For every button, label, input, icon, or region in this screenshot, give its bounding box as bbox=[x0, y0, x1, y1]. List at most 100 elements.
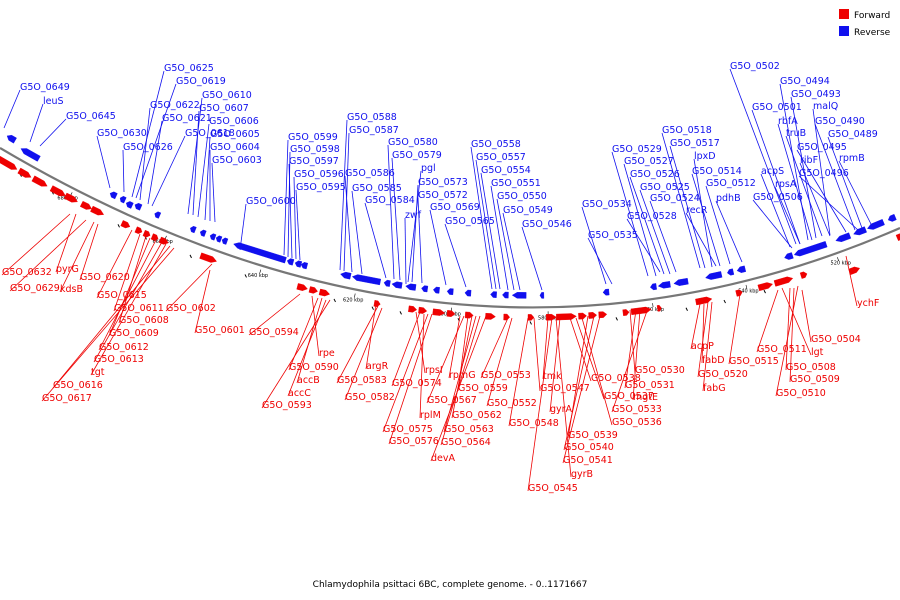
reverse-gene-arrow bbox=[490, 291, 497, 298]
reverse-gene-label: malQ bbox=[813, 101, 838, 112]
forward-gene-arrow bbox=[90, 205, 105, 216]
forward-gene-arrow bbox=[31, 175, 48, 187]
leader-line bbox=[845, 255, 858, 307]
tick-label: 640 kbp bbox=[248, 273, 268, 279]
spacer-dash bbox=[244, 274, 247, 278]
reverse-gene-label: G5O_0549 bbox=[503, 205, 553, 216]
leader-line bbox=[283, 139, 289, 256]
forward-gene-label: G5O_0574 bbox=[392, 378, 442, 389]
reverse-gene-label: G5O_0603 bbox=[212, 155, 262, 166]
forward-gene-arrow bbox=[556, 313, 577, 321]
reverse-gene-arrow bbox=[727, 268, 735, 276]
forward-gene-label: G5O_0575 bbox=[383, 424, 433, 435]
reverse-gene-label: G5O_0558 bbox=[471, 139, 521, 150]
forward-gene-arrow bbox=[308, 286, 318, 294]
reverse-gene-label: G5O_0527 bbox=[624, 156, 674, 167]
leader-line bbox=[3, 89, 21, 129]
reverse-gene-label: G5O_0596 bbox=[294, 169, 344, 180]
forward-gene-label: G5O_0583 bbox=[337, 375, 387, 386]
reverse-gene-arrow bbox=[6, 134, 17, 144]
forward-gene-label: rpsI bbox=[425, 365, 443, 376]
leader-line bbox=[287, 151, 291, 258]
leader-line bbox=[502, 212, 521, 291]
reverse-gene-label: G5O_0649 bbox=[20, 82, 70, 93]
reverse-gene-label: G5O_0517 bbox=[670, 138, 720, 149]
leader-line bbox=[575, 317, 605, 400]
leader-line bbox=[296, 297, 323, 384]
reverse-gene-arrow bbox=[433, 286, 440, 294]
reverse-gene-label: G5O_0534 bbox=[582, 199, 632, 210]
leader-line bbox=[691, 173, 721, 267]
forward-gene-label: G5O_0564 bbox=[441, 437, 491, 448]
leader-line bbox=[261, 299, 331, 409]
leader-line bbox=[41, 247, 175, 402]
reverse-gene-arrow bbox=[340, 271, 352, 280]
reverse-gene-label: G5O_0512 bbox=[706, 178, 756, 189]
reverse-gene-arrow bbox=[835, 232, 852, 243]
forward-gene-arrow bbox=[142, 229, 151, 238]
forward-gene-label: G5O_0515 bbox=[729, 356, 779, 367]
leader-line bbox=[147, 120, 163, 205]
reverse-gene-label: G5O_0645 bbox=[66, 111, 116, 122]
reverse-gene-label: G5O_0595 bbox=[296, 182, 346, 193]
leader-line bbox=[96, 229, 133, 299]
leader-line bbox=[752, 199, 793, 249]
leader-line bbox=[611, 307, 649, 413]
reverse-gene-arrow bbox=[199, 229, 207, 237]
reverse-gene-arrow bbox=[233, 242, 287, 264]
reverse-gene-label: G5O_0585 bbox=[352, 183, 402, 194]
reverse-gene-arrow bbox=[736, 265, 747, 273]
reverse-gene-arrow bbox=[125, 201, 134, 209]
forward-gene-label: mgtE bbox=[633, 392, 658, 403]
forward-gene-label: G5O_0553 bbox=[481, 370, 531, 381]
forward-gene-label: G5O_0617 bbox=[42, 393, 92, 404]
forward-gene-label: G5O_0629 bbox=[10, 283, 60, 294]
forward-gene-label: G5O_0545 bbox=[528, 483, 578, 494]
forward-gene-label: tgt bbox=[91, 367, 105, 378]
reverse-gene-arrow bbox=[539, 292, 545, 299]
forward-gene-arrow bbox=[0, 155, 18, 170]
forward-gene-arrow bbox=[735, 289, 743, 297]
forward-gene-label: G5O_0520 bbox=[698, 369, 748, 380]
leader-line bbox=[751, 109, 801, 245]
leader-line bbox=[52, 245, 171, 389]
leader-line bbox=[480, 317, 509, 379]
leader-line bbox=[351, 190, 363, 275]
reverse-gene-arrow bbox=[154, 211, 162, 219]
leader-line bbox=[629, 176, 665, 275]
leader-line bbox=[98, 239, 157, 351]
leader-line bbox=[838, 160, 873, 227]
leader-line bbox=[248, 293, 301, 336]
tick-mark bbox=[259, 269, 262, 274]
tick-mark bbox=[652, 303, 654, 308]
forward-gene-arrow bbox=[527, 314, 535, 321]
forward-gene-label: G5O_0613 bbox=[94, 354, 144, 365]
reverse-gene-label: acpS bbox=[761, 166, 784, 177]
forward-gene-label: gyrB bbox=[571, 469, 593, 480]
leader-line bbox=[108, 237, 151, 337]
leader-line bbox=[365, 303, 377, 370]
leader-line bbox=[407, 170, 422, 283]
reverse-gene-label: G5O_0528 bbox=[627, 211, 677, 222]
reverse-gene-label: G5O_0618 bbox=[185, 128, 235, 139]
leader-line bbox=[775, 285, 799, 397]
leader-line bbox=[151, 135, 186, 207]
forward-genes-layer bbox=[0, 155, 900, 321]
leader-line bbox=[486, 317, 513, 407]
leader-line bbox=[194, 269, 211, 334]
leader-line bbox=[549, 317, 561, 413]
leader-line bbox=[649, 200, 677, 273]
leader-line bbox=[93, 241, 163, 363]
spacer-dash bbox=[529, 321, 532, 325]
forward-gene-label: G5O_0541 bbox=[563, 455, 613, 466]
forward-gene-label: G5O_0548 bbox=[509, 418, 559, 429]
reverse-gene-label: G5O_0551 bbox=[491, 178, 541, 189]
forward-gene-label: rpe bbox=[319, 348, 335, 359]
reverse-gene-label: zwf bbox=[405, 210, 422, 221]
leader-line bbox=[139, 107, 151, 201]
leader-line bbox=[192, 110, 200, 216]
reverse-gene-label: G5O_0546 bbox=[522, 219, 572, 230]
reverse-gene-label: G5O_0496 bbox=[799, 168, 849, 179]
spacer-dash bbox=[763, 289, 766, 294]
